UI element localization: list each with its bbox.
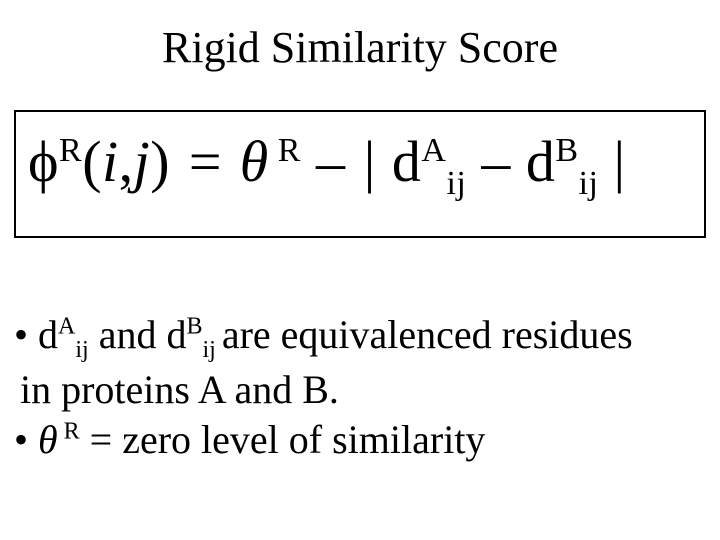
theta-symbol: θ bbox=[240, 129, 269, 194]
b1-d2-sup: B bbox=[186, 314, 202, 340]
d1-sup: A bbox=[421, 132, 446, 169]
d2-sup: B bbox=[555, 132, 578, 169]
b1-d1-sup: A bbox=[58, 314, 75, 340]
b2-tail: = zero level of similarity bbox=[80, 417, 486, 462]
arg-sep: , bbox=[119, 129, 134, 194]
b1-d1: d bbox=[38, 312, 58, 357]
phi-sup: R bbox=[59, 132, 82, 169]
theta-sup: R bbox=[269, 132, 301, 169]
formula-box: ϕR(i,j) = θ R – | dAij – dBij | bbox=[14, 110, 706, 238]
page-title: Rigid Similarity Score bbox=[0, 22, 720, 73]
bullet-dot-icon: • bbox=[14, 415, 38, 465]
bullet-dot-icon: • bbox=[14, 310, 38, 360]
bullet-1: • dAij and dBij are equivalenced residue… bbox=[14, 310, 714, 365]
d1-sub: ij bbox=[446, 165, 466, 202]
arg-i: i bbox=[102, 129, 119, 194]
slide: Rigid Similarity Score ϕR(i,j) = θ R – |… bbox=[0, 0, 720, 540]
explanation: • dAij and dBij are equivalenced residue… bbox=[14, 310, 714, 465]
eq: = bbox=[170, 129, 240, 194]
phi-symbol: ϕ bbox=[28, 129, 59, 194]
minus1: – | bbox=[301, 129, 392, 194]
b1-tail: are equivalenced residues bbox=[222, 312, 633, 357]
bullet-1-text: dAij and dBij are equivalenced residues bbox=[38, 310, 714, 365]
bullet-2-text: θ R = zero level of similarity bbox=[38, 415, 714, 465]
d1: d bbox=[392, 129, 422, 194]
args-close: ) bbox=[150, 129, 170, 194]
bullet-2: • θ R = zero level of similarity bbox=[14, 415, 714, 465]
close-bar: | bbox=[598, 129, 625, 194]
arg-j: j bbox=[134, 129, 151, 194]
args-open: ( bbox=[82, 129, 102, 194]
minus2: – bbox=[466, 129, 526, 194]
b1-d2-sub: ij bbox=[202, 337, 221, 363]
d2-sub: ij bbox=[579, 165, 599, 202]
formula: ϕR(i,j) = θ R – | dAij – dBij | bbox=[28, 130, 692, 202]
b1-mid: and bbox=[89, 312, 167, 357]
b2-theta-sup: R bbox=[58, 419, 80, 445]
d2: d bbox=[526, 129, 556, 194]
b1-d2: d bbox=[166, 312, 186, 357]
bullet-1-line2: in proteins A and B. bbox=[14, 365, 714, 415]
b2-theta: θ bbox=[38, 417, 58, 462]
b1-d1-sub: ij bbox=[75, 337, 88, 363]
